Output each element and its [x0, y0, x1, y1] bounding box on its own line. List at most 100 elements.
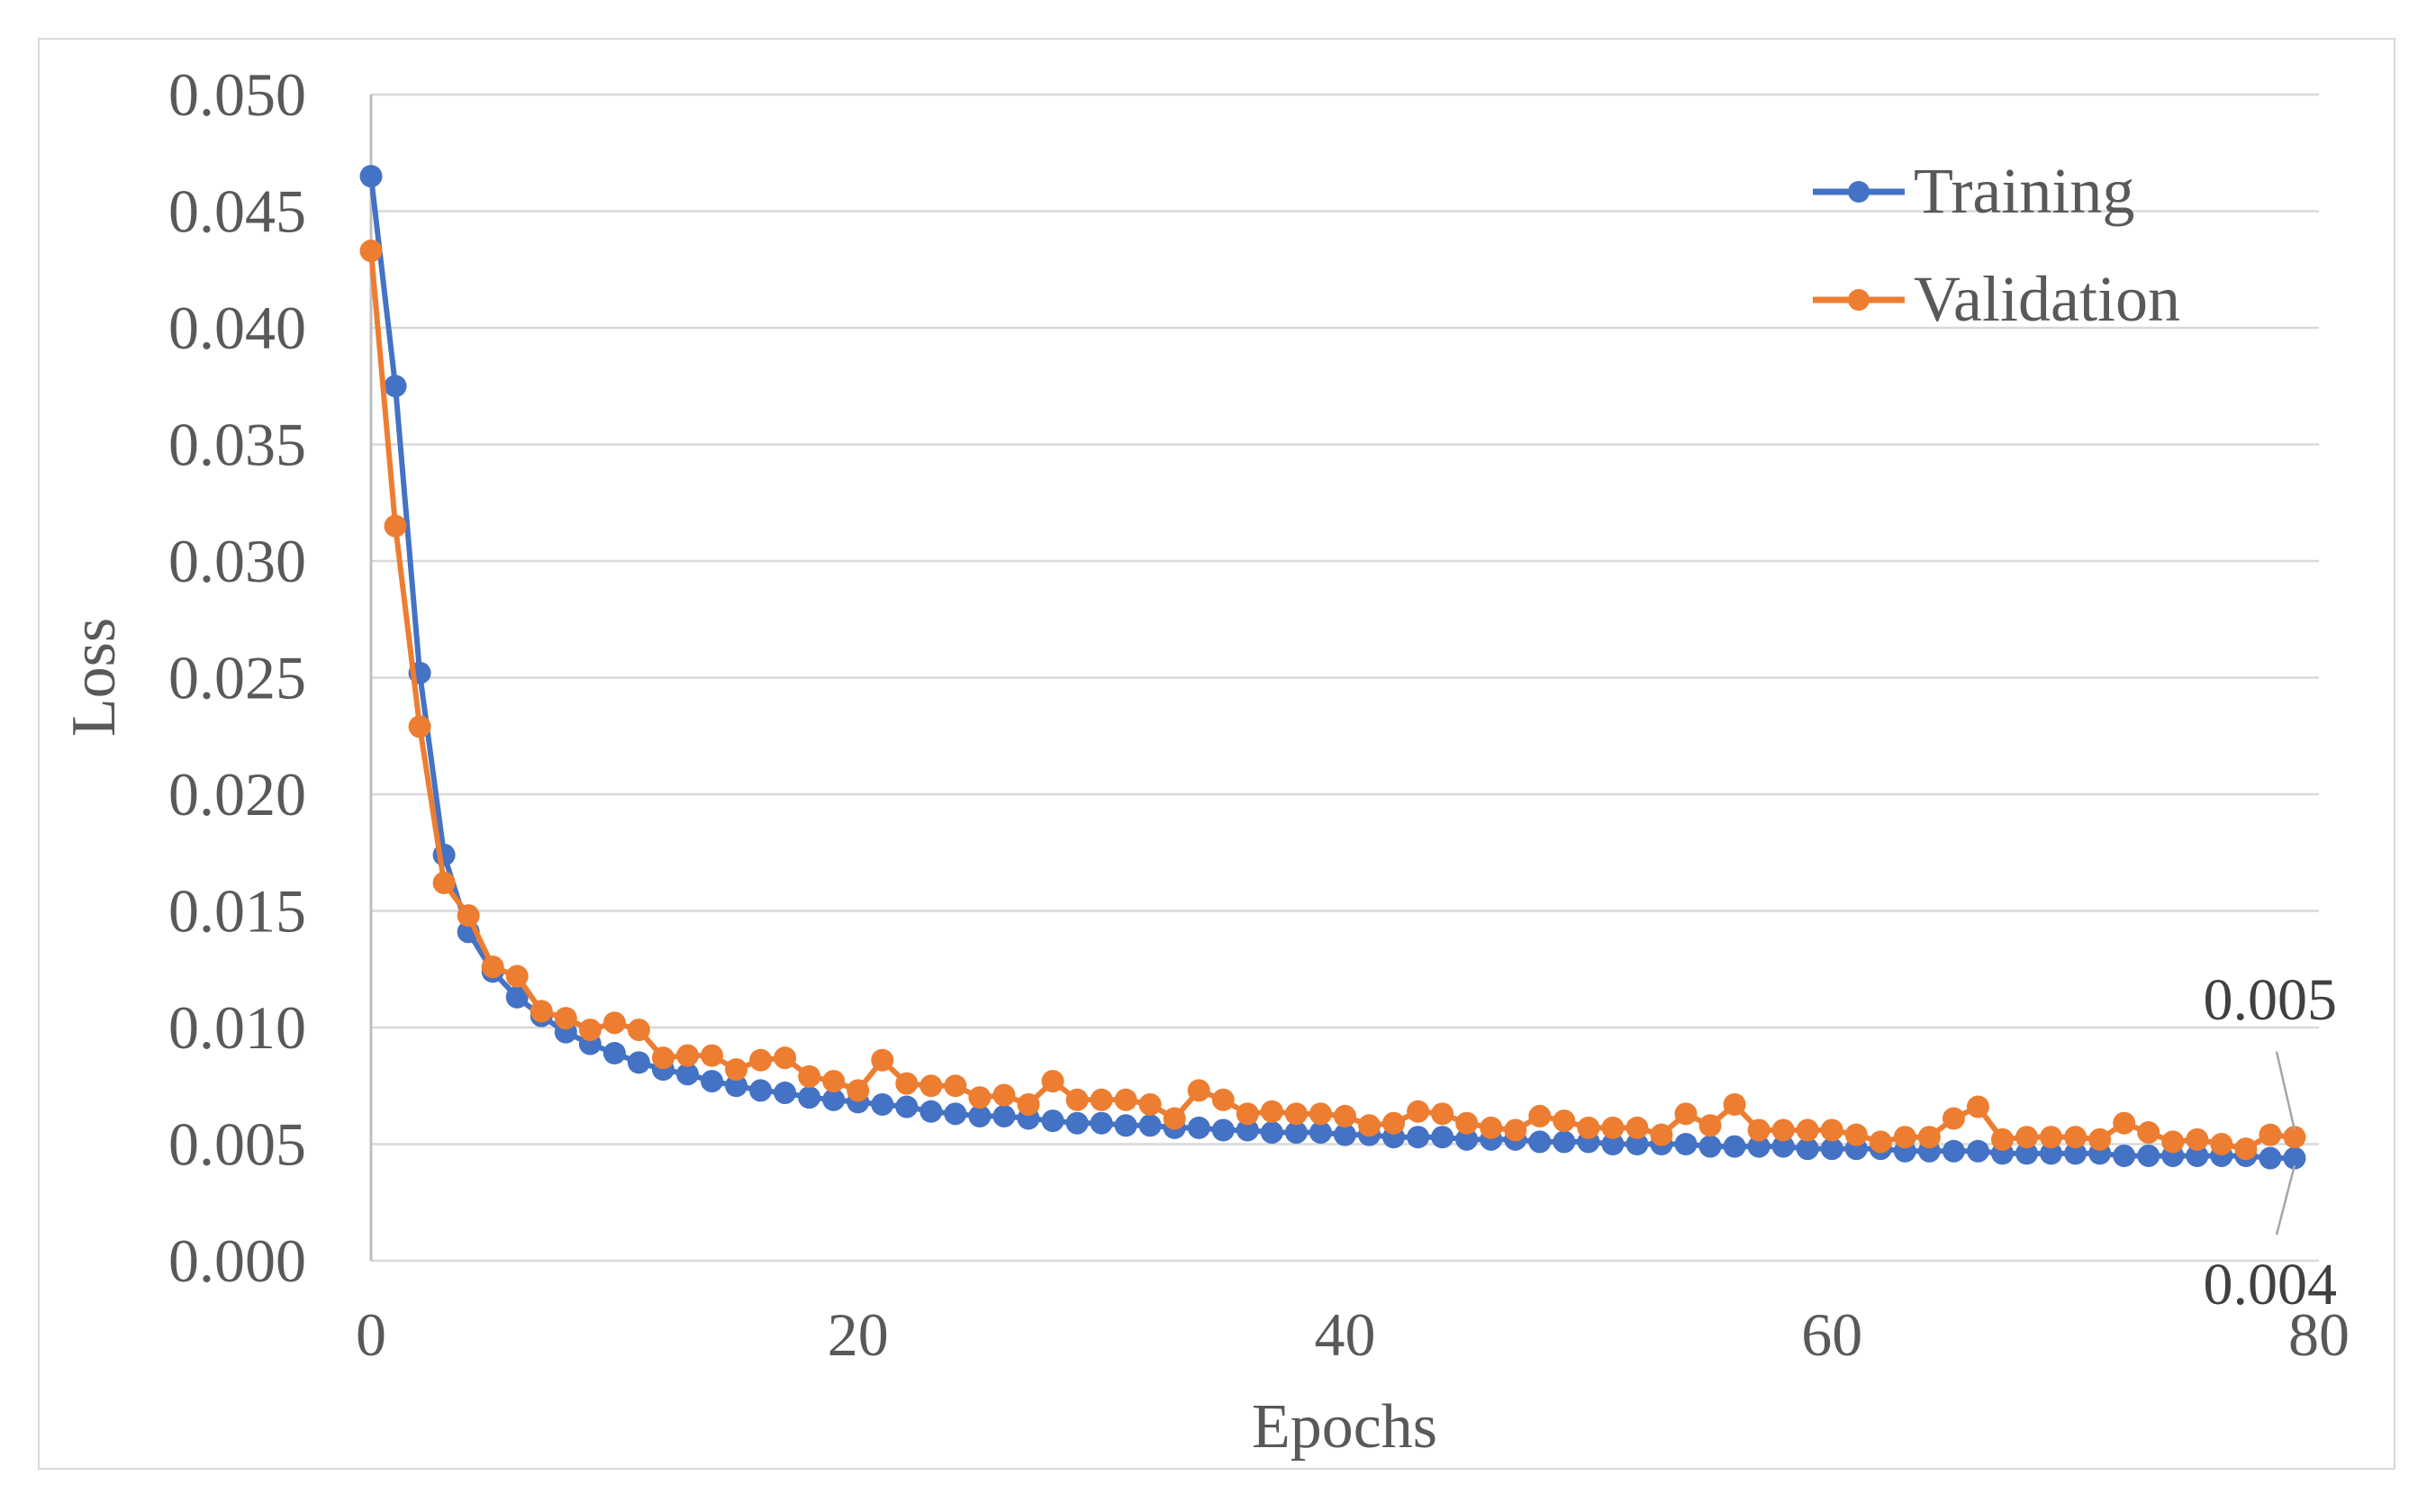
- data-point-training: [1309, 1121, 1332, 1145]
- x-tick-label: 20: [828, 1300, 889, 1369]
- data-point-training: [944, 1102, 967, 1126]
- data-point-validation: [432, 871, 456, 894]
- data-point-validation: [651, 1046, 675, 1070]
- data-point-validation: [505, 964, 529, 988]
- data-point-training: [2015, 1142, 2039, 1165]
- data-point-training: [359, 165, 383, 188]
- data-point-training: [1138, 1114, 1162, 1137]
- data-point-validation: [1358, 1114, 1381, 1137]
- annotation-label: 0.004: [2204, 1252, 2338, 1317]
- data-point-training: [2186, 1144, 2209, 1167]
- data-point-validation: [408, 715, 431, 738]
- data-point-training: [2283, 1146, 2306, 1170]
- x-tick-label: 40: [1315, 1300, 1376, 1369]
- series-layer: [359, 165, 2306, 1170]
- data-point-validation: [2186, 1127, 2209, 1151]
- data-point-training: [1211, 1118, 1235, 1142]
- x-tick-label: 80: [2288, 1300, 2350, 1369]
- annotation-leader: [2275, 1051, 2296, 1131]
- data-point-training: [1942, 1139, 1965, 1163]
- data-point-training: [774, 1082, 797, 1105]
- data-point-validation: [1504, 1118, 1527, 1142]
- data-point-validation: [1601, 1116, 1625, 1139]
- data-point-training: [1553, 1130, 1576, 1154]
- data-point-training: [1966, 1139, 1989, 1163]
- data-point-training: [1187, 1116, 1210, 1139]
- data-point-validation: [2064, 1126, 2087, 1149]
- y-tick-label: 0.035: [168, 411, 306, 479]
- data-point-validation: [1211, 1088, 1235, 1111]
- data-point-validation: [2040, 1126, 2063, 1149]
- data-point-training: [1601, 1133, 1625, 1155]
- data-point-training: [384, 375, 407, 398]
- data-point-validation: [1869, 1130, 1892, 1154]
- data-point-validation: [481, 955, 504, 979]
- data-point-validation: [871, 1048, 894, 1072]
- data-point-training: [919, 1100, 943, 1123]
- data-point-validation: [1407, 1100, 1430, 1123]
- y-tick-label: 0.045: [168, 177, 306, 246]
- data-point-training: [822, 1088, 846, 1111]
- data-point-validation: [1650, 1123, 1673, 1146]
- data-point-validation: [554, 1007, 577, 1030]
- data-point-validation: [1138, 1092, 1162, 1116]
- x-axis-title: Epochs: [1252, 1392, 1437, 1462]
- data-point-training: [2137, 1144, 2160, 1167]
- data-point-training: [1236, 1118, 1259, 1142]
- data-point-validation: [1334, 1104, 1356, 1127]
- data-point-training: [602, 1041, 626, 1064]
- data-point-training: [505, 985, 529, 1009]
- data-point-validation: [2015, 1126, 2039, 1149]
- y-tick-label: 0.015: [168, 877, 306, 946]
- data-point-training: [1260, 1121, 1283, 1145]
- data-point-training: [1455, 1127, 1479, 1151]
- data-point-training: [2064, 1142, 2087, 1165]
- data-point-training: [1431, 1126, 1454, 1149]
- data-point-training: [675, 1063, 699, 1086]
- data-point-training: [1747, 1135, 1770, 1158]
- annotations: 0.005 0.004: [2204, 967, 2338, 1317]
- x-tick-labels: 0 20 40 60 80: [356, 1300, 2350, 1369]
- x-tick-label: 0: [356, 1300, 386, 1369]
- data-point-validation: [602, 1011, 626, 1035]
- data-point-validation: [1041, 1070, 1064, 1093]
- data-point-training: [968, 1104, 992, 1127]
- data-point-validation: [1553, 1109, 1576, 1133]
- data-point-validation: [749, 1048, 773, 1072]
- data-point-validation: [1844, 1123, 1868, 1146]
- data-point-validation: [944, 1074, 967, 1098]
- data-point-training: [1114, 1114, 1137, 1137]
- data-point-validation: [1236, 1102, 1259, 1126]
- legend-label-training: Training: [1914, 155, 2134, 227]
- data-point-validation: [1723, 1092, 1746, 1116]
- data-point-validation: [992, 1083, 1016, 1107]
- data-point-training: [798, 1086, 821, 1109]
- data-point-training: [1674, 1133, 1698, 1155]
- data-point-validation: [1966, 1095, 1989, 1118]
- data-point-training: [1528, 1130, 1552, 1154]
- data-point-training: [2113, 1144, 2136, 1167]
- data-point-validation: [1090, 1088, 1113, 1111]
- data-point-validation: [2234, 1137, 2258, 1161]
- y-tick-label: 0.030: [168, 527, 306, 595]
- data-point-validation: [1455, 1111, 1479, 1135]
- data-point-validation: [774, 1046, 797, 1070]
- data-point-validation: [2283, 1126, 2306, 1149]
- data-point-training: [725, 1074, 748, 1098]
- data-point-validation: [1991, 1127, 2015, 1151]
- legend-label-validation: Validation: [1914, 263, 2180, 335]
- data-point-training: [1771, 1135, 1795, 1158]
- data-point-validation: [2161, 1130, 2185, 1154]
- legend-item-validation: Validation: [1813, 263, 2180, 335]
- data-point-validation: [1260, 1100, 1283, 1123]
- legend-swatch-training-marker: [1848, 181, 1870, 203]
- data-point-validation: [2113, 1111, 2136, 1135]
- y-tick-label: 0.005: [168, 1110, 306, 1179]
- data-point-validation: [1114, 1088, 1137, 1111]
- data-point-training: [1041, 1109, 1064, 1133]
- data-point-validation: [1528, 1104, 1552, 1127]
- data-point-training: [1090, 1111, 1113, 1135]
- series-validation: [359, 240, 2306, 1161]
- y-tick-label: 0.000: [168, 1227, 306, 1295]
- y-tick-label: 0.020: [168, 760, 306, 828]
